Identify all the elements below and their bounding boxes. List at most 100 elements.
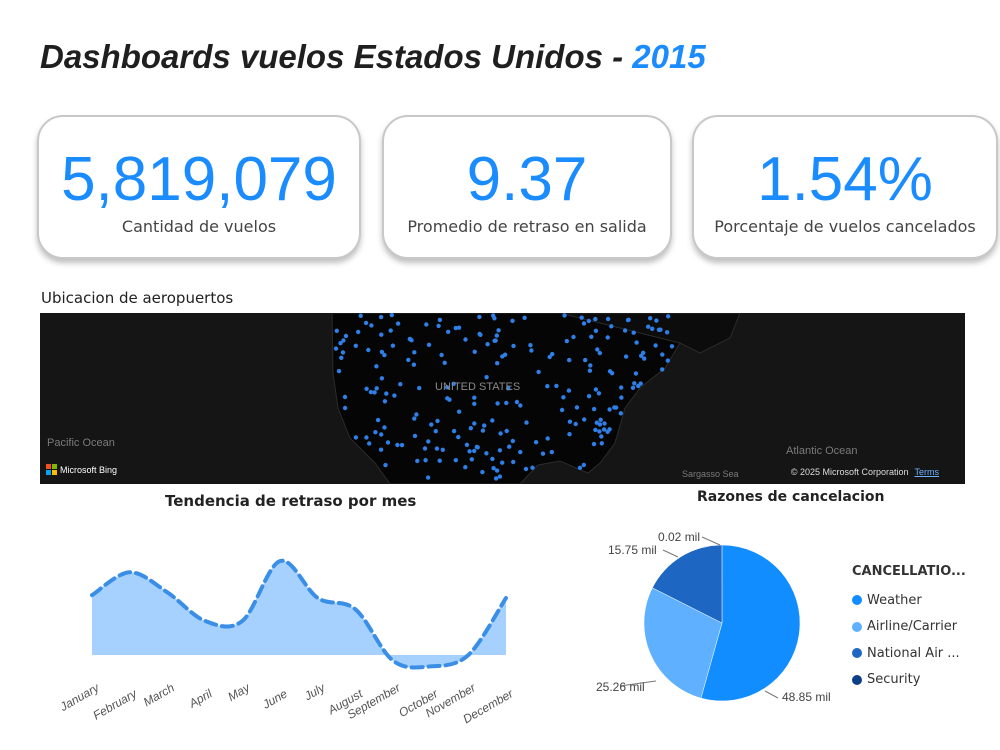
airport-dot[interactable] [666,314,671,319]
airport-dot[interactable] [599,441,604,446]
trend-point-december[interactable] [503,595,509,601]
airport-dot[interactable] [379,349,385,355]
airport-dot[interactable] [598,417,603,422]
airport-dot[interactable] [467,449,472,454]
airport-dot[interactable] [623,354,629,359]
airport-dot[interactable] [601,427,607,432]
airport-dot[interactable] [340,350,346,355]
airport-dot[interactable] [484,451,489,456]
airport-dot[interactable] [593,316,598,322]
airport-dot[interactable] [634,340,639,345]
airport-dot[interactable] [510,318,515,323]
airport-dot[interactable] [395,442,400,448]
airport-dot[interactable] [495,361,500,366]
airport-dot[interactable] [378,314,384,320]
airport-dot[interactable] [506,386,511,391]
airport-dot[interactable] [444,385,450,390]
airport-dot[interactable] [382,399,388,404]
airport-dot[interactable] [664,330,670,335]
airport-dot[interactable] [422,446,428,451]
airport-dot[interactable] [389,313,394,318]
airport-dot[interactable] [398,382,403,387]
airport-dot[interactable] [518,403,523,408]
airport-dot[interactable] [596,391,602,396]
airport-dot[interactable] [423,458,428,463]
airport-dot[interactable] [468,426,473,431]
airport-dot[interactable] [589,334,594,339]
airport-dot[interactable] [493,338,498,343]
airport-dot[interactable] [591,406,597,412]
airport-dot[interactable] [485,342,490,347]
airport-dot[interactable] [591,441,597,447]
airport-dot[interactable] [642,356,647,361]
airport-dot[interactable] [426,439,431,444]
trend-point-september[interactable] [390,658,396,664]
airport-dot[interactable] [464,442,470,447]
airport-dot[interactable] [497,474,503,479]
airport-dot[interactable] [599,434,604,439]
airport-dot[interactable] [343,333,349,339]
trend-point-october[interactable] [428,663,434,669]
airport-dot[interactable] [374,364,379,369]
airport-dot[interactable] [412,416,417,421]
airport-dot[interactable] [368,389,374,395]
airport-dot[interactable] [425,475,431,480]
airport-dot[interactable] [484,375,489,380]
airport-dot[interactable] [602,421,607,426]
airport-dot[interactable] [390,343,396,348]
airport-dot[interactable] [379,332,384,337]
legend-item-national-air[interactable]: National Air ... [852,640,966,667]
airport-dot[interactable] [619,385,624,390]
airport-dot[interactable] [490,418,495,423]
airport-dot[interactable] [364,435,369,440]
airport-dot[interactable] [523,466,529,472]
airport-dot[interactable] [358,313,363,318]
airport-dot[interactable] [561,395,566,400]
airport-dot[interactable] [408,337,413,342]
airport-dot[interactable] [456,409,462,414]
airport-dot[interactable] [417,385,422,391]
airport-dot[interactable] [653,343,658,348]
airport-dot[interactable] [612,405,617,410]
airport-dot[interactable] [496,328,501,333]
airport-dot[interactable] [383,462,388,468]
trend-point-february[interactable] [127,569,133,575]
airport-dot[interactable] [388,328,393,333]
airport-dot[interactable] [342,405,348,411]
airport-dot[interactable] [494,333,499,338]
airport-dot[interactable] [502,352,508,357]
airport-dot[interactable] [451,381,456,386]
airport-dot[interactable] [453,458,458,463]
airport-dot[interactable] [437,458,442,463]
airport-dot[interactable] [632,381,637,386]
airport-dot[interactable] [593,427,598,433]
airport-dot[interactable] [566,388,572,393]
airport-dot[interactable] [582,417,587,422]
airport-dot[interactable] [426,342,432,347]
airport-dot[interactable] [414,412,419,417]
airport-dot[interactable] [646,324,651,329]
airport-dot[interactable] [549,449,554,455]
airport-dot[interactable] [514,399,520,405]
airport-dot[interactable] [648,316,653,321]
airport-dot[interactable] [399,442,405,448]
airport-dot[interactable] [597,350,602,356]
airport-dot[interactable] [545,436,550,441]
airport-dot[interactable] [586,318,591,324]
airport-dot[interactable] [392,393,397,398]
trend-point-april[interactable] [202,618,208,624]
airport-dot[interactable] [480,428,486,433]
airport-map[interactable]: UNITED STATES Pacific Ocean Atlantic Oce… [40,313,965,484]
airport-dot[interactable] [545,384,550,389]
airport-dot[interactable] [559,407,565,413]
airport-dot[interactable] [339,355,344,360]
airport-dot[interactable] [636,383,641,389]
airport-dot[interactable] [474,444,479,450]
airport-dot[interactable] [338,341,343,346]
airport-dot[interactable] [412,350,417,355]
pie-slice-airline-carrier[interactable] [643,587,723,699]
airport-dot[interactable] [665,358,670,363]
airport-dot[interactable] [654,318,659,323]
airport-dot[interactable] [510,438,515,444]
airport-dot[interactable] [379,376,385,381]
